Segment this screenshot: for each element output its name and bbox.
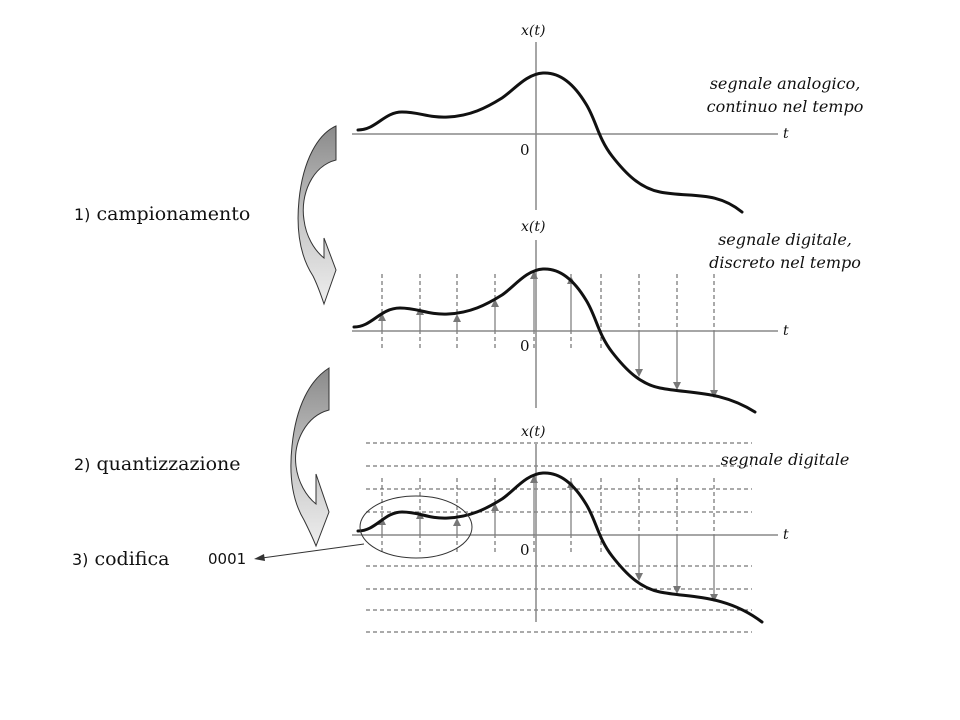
- axis-label-xt: x(t): [521, 219, 546, 235]
- sample-grid-lines: [381, 274, 715, 348]
- step-number: 3): [72, 550, 89, 569]
- caption-line: continuo nel tempo: [706, 97, 864, 116]
- step-label: quantizzazione: [96, 453, 241, 475]
- caption-line: segnale digitale: [720, 450, 850, 469]
- axis-label-t: t: [783, 126, 789, 142]
- curved-arrow-down-icon: [290, 367, 330, 548]
- sample-arrows: [378, 475, 718, 602]
- sampled-signal-curve: [352, 267, 757, 414]
- quantized-signal-curve: [356, 471, 764, 624]
- axis-label-t: t: [783, 527, 789, 543]
- code-value: 0001: [208, 550, 247, 568]
- sample-arrow-head: [378, 313, 386, 321]
- axis-label-xt: x(t): [521, 424, 546, 440]
- coding-highlight-ellipse: [359, 495, 473, 559]
- sample-arrow-head: [453, 518, 461, 526]
- panel-analog: [352, 42, 778, 214]
- sample-arrow-head: [530, 475, 538, 483]
- step-quantization: 2) quantizzazione: [74, 455, 241, 474]
- origin-label: 0: [520, 337, 530, 355]
- origin-label: 0: [520, 541, 530, 559]
- panel-caption: segnale digitale, discreto nel tempo: [680, 228, 890, 274]
- curved-arrow-down-icon: [297, 125, 337, 306]
- analog-signal-curve: [356, 71, 744, 214]
- sample-arrow-head: [710, 390, 718, 398]
- sample-arrow-head: [530, 271, 538, 279]
- sample-arrow-head: [635, 369, 643, 377]
- step-label: codifica: [94, 548, 170, 570]
- panel-caption: segnale digitale: [680, 448, 890, 471]
- axis-label-t: t: [783, 323, 789, 339]
- panel-sampled: [352, 240, 778, 414]
- origin-label: 0: [520, 141, 530, 159]
- caption-line: segnale analogico,: [709, 74, 861, 93]
- step-label: campionamento: [96, 203, 251, 225]
- sample-arrow-head: [710, 594, 718, 602]
- sample-arrow-head: [673, 382, 681, 390]
- caption-line: segnale digitale,: [718, 230, 852, 249]
- caption-line: discreto nel tempo: [709, 253, 861, 272]
- sample-arrow-head: [491, 299, 499, 307]
- quantization-levels: [366, 442, 752, 633]
- sample-arrow-head: [453, 314, 461, 322]
- step-number: 1): [74, 205, 91, 224]
- panel-caption: segnale analogico, continuo nel tempo: [680, 72, 890, 118]
- panel-quantized: [254, 442, 778, 633]
- sample-arrow-head: [673, 586, 681, 594]
- sample-arrow-head: [491, 503, 499, 511]
- step-sampling: 1) campionamento: [74, 205, 250, 224]
- sample-arrows: [378, 271, 718, 398]
- coding-pointer-arrow: [254, 543, 365, 561]
- sample-arrow-head: [635, 573, 643, 581]
- step-coding: 3) codifica: [72, 550, 169, 569]
- axis-label-xt: x(t): [521, 23, 546, 39]
- step-number: 2): [74, 455, 91, 474]
